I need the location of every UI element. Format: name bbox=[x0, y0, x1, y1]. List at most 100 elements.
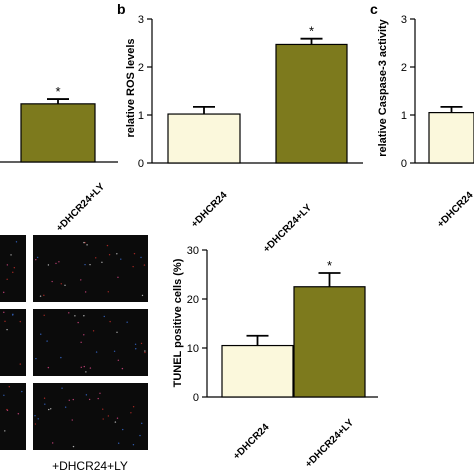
fluorescent-dot bbox=[77, 321, 79, 324]
chart-tunel-y-axis-label: TUNEL positive cells (%) bbox=[172, 258, 184, 387]
panel-label-c: c bbox=[370, 1, 378, 17]
fluorescent-dot bbox=[83, 365, 85, 368]
fluorescent-dot bbox=[83, 241, 85, 244]
fluorescent-dot bbox=[116, 253, 118, 255]
fluorescent-dot bbox=[120, 258, 122, 260]
chart-b-category-label-2: +DHCR24+LY bbox=[261, 202, 314, 255]
fluorescent-dot bbox=[19, 363, 21, 365]
fluorescent-dot bbox=[130, 412, 132, 414]
fluorescent-dot bbox=[34, 423, 37, 425]
fluorescent-dot bbox=[107, 415, 110, 417]
fluorescent-dot bbox=[36, 256, 39, 259]
fluorescent-dot bbox=[107, 291, 109, 293]
chart-a-category-label: +DHCR24+LY bbox=[54, 181, 107, 234]
fluorescent-dot bbox=[140, 342, 143, 345]
chart-c-y-axis-label: relative Caspase-3 activity bbox=[377, 18, 389, 156]
y-tick-label: 0 bbox=[138, 158, 144, 170]
fluorescent-dot bbox=[60, 283, 62, 285]
fluorescent-dot bbox=[71, 419, 73, 421]
fluorescent-dot bbox=[108, 253, 111, 256]
fluorescent-dot bbox=[51, 280, 53, 283]
fluorescent-dot bbox=[106, 244, 109, 247]
fluorescent-dot bbox=[68, 312, 70, 314]
fluorescent-dot bbox=[92, 330, 95, 332]
fluorescent-dot bbox=[83, 315, 85, 317]
fluorescent-dot bbox=[116, 417, 119, 419]
fluorescent-dot bbox=[143, 264, 146, 266]
y-tick-label: 3 bbox=[138, 14, 144, 26]
bar--dhcr24 bbox=[428, 111, 474, 164]
fluorescent-dot bbox=[117, 442, 120, 444]
chart-tunel: TUNEL positive cells (%) 0 10 20 30 * +DHCR… bbox=[172, 245, 378, 470]
fluorescent-dot bbox=[4, 430, 6, 432]
micrograph-tile bbox=[0, 235, 26, 302]
fluorescent-dot bbox=[85, 394, 88, 396]
fluorescent-dot bbox=[116, 331, 118, 333]
fluorescent-dot bbox=[50, 408, 52, 410]
micrograph-tile bbox=[0, 383, 26, 450]
fluorescent-dot bbox=[117, 276, 119, 279]
fluorescent-dot bbox=[39, 295, 42, 297]
fluorescent-dot bbox=[6, 264, 9, 266]
fluorescent-dot bbox=[35, 357, 37, 360]
fluorescent-dot bbox=[132, 444, 135, 446]
fluorescent-dot bbox=[17, 413, 20, 415]
fluorescent-dot bbox=[12, 271, 14, 274]
bar--dhcr24 bbox=[221, 344, 294, 398]
y-tick-label: 0 bbox=[401, 158, 407, 170]
fluorescent-dot bbox=[89, 367, 92, 369]
fluorescent-dot bbox=[46, 340, 48, 342]
micrograph-tile bbox=[0, 309, 26, 376]
bar--dhcr24 bbox=[167, 113, 241, 164]
fluorescent-dot bbox=[139, 434, 141, 437]
panel-label-b: b bbox=[117, 1, 126, 17]
fluorescent-dot bbox=[64, 406, 67, 408]
fluorescent-dot bbox=[43, 397, 46, 399]
fluorescent-dot bbox=[141, 422, 143, 425]
fluorescent-dot bbox=[48, 408, 50, 411]
fluorescent-dot bbox=[72, 445, 75, 448]
fluorescent-dot bbox=[84, 241, 86, 244]
fluorescent-dot bbox=[89, 263, 91, 266]
fluorescent-dot bbox=[61, 387, 63, 389]
chart-tunel-category-label-2: +DHCR24+LY bbox=[303, 417, 356, 470]
fluorescent-dot bbox=[99, 392, 101, 395]
chart-tunel-category-label-1: +DHCR24 bbox=[231, 422, 272, 463]
significance-marker: * bbox=[55, 84, 60, 99]
chart-a-partial: * +DHCR24+LY bbox=[0, 84, 118, 234]
fluorescent-dot bbox=[80, 279, 82, 281]
fluorescent-dot bbox=[133, 252, 136, 255]
fluorescent-dot bbox=[58, 261, 60, 263]
significance-marker: * bbox=[327, 258, 332, 273]
bar--dhcr24-ly bbox=[293, 286, 366, 398]
fluorescent-dot bbox=[84, 263, 86, 266]
y-tick-label: 2 bbox=[138, 62, 144, 74]
fluorescent-dot bbox=[80, 366, 83, 369]
fluorescent-dot bbox=[109, 320, 111, 323]
fluorescent-dot bbox=[95, 351, 98, 353]
fluorescent-dot bbox=[102, 418, 104, 420]
fluorescent-dot bbox=[144, 350, 146, 352]
fluorescent-dot bbox=[114, 421, 117, 423]
fluorescent-dot bbox=[84, 291, 87, 293]
y-tick-label: 20 bbox=[187, 294, 199, 306]
fluorescent-dot bbox=[43, 314, 45, 317]
bar--dhcr24-ly bbox=[20, 103, 96, 163]
fluorescent-dot bbox=[4, 320, 6, 323]
fluorescent-dot bbox=[47, 264, 50, 266]
fluorescent-dot bbox=[83, 334, 85, 336]
bar--dhcr24-ly bbox=[275, 43, 348, 164]
fluorescent-dot bbox=[122, 428, 124, 431]
fluorescent-dot bbox=[21, 390, 23, 393]
fluorescent-dot bbox=[102, 408, 104, 410]
fluorescent-dot bbox=[8, 386, 10, 388]
fluorescent-dot bbox=[134, 343, 137, 345]
fluorescent-dot bbox=[135, 348, 137, 350]
chart-b-category-label-1: +DHCR24 bbox=[189, 190, 230, 231]
fluorescent-dot bbox=[55, 262, 57, 265]
y-tick-label: 30 bbox=[187, 245, 199, 257]
fluorescent-dot bbox=[6, 328, 8, 331]
fluorescent-dot bbox=[95, 257, 97, 259]
fluorescent-dot bbox=[47, 366, 50, 369]
micrograph-tile bbox=[33, 235, 148, 302]
